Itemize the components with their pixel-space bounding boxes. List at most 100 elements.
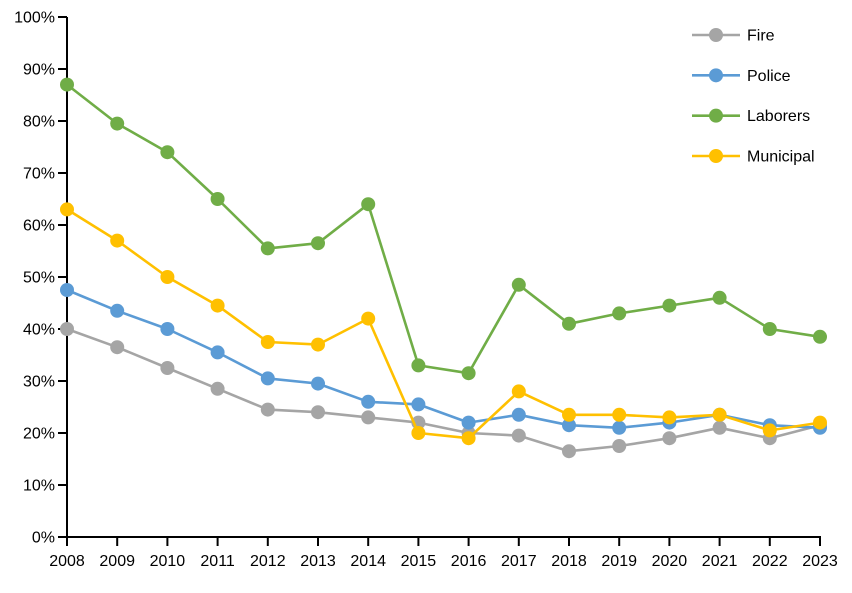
legend-marker-icon [709,108,723,123]
fire-data-point [160,361,175,375]
legend-marker-icon [709,68,723,83]
police-data-point [461,415,476,430]
y-axis-tick-label: 0% [32,530,55,547]
police-data-point [311,376,325,391]
police-data-point [361,394,376,409]
police-data-point [110,303,125,318]
y-axis-tick-label: 20% [23,426,55,443]
y-axis-tick-label: 80% [23,114,55,131]
laborers-data-point [361,197,376,212]
laborers-data-point [712,290,727,305]
fire-data-point [260,402,275,417]
y-axis-tick-label: 90% [23,62,55,79]
municipal-data-point [311,337,325,352]
laborers-data-point [511,277,526,292]
fire-data-point [562,444,576,459]
y-axis-tick-label: 70% [23,166,55,183]
municipal-data-point [411,426,426,440]
municipal-data-point [461,431,476,446]
laborers-data-point [60,77,74,92]
police-data-point [411,397,426,412]
municipal-data-point [361,311,376,326]
laborers-data-point [110,116,125,131]
x-axis-tick-label: 2020 [652,553,688,570]
x-axis-tick-label: 2018 [551,553,587,570]
municipal-data-point [60,202,74,217]
laborers-data-point [612,306,627,321]
x-axis-tick-label: 2022 [752,553,788,570]
municipal-data-point [260,335,275,349]
x-axis-tick-label: 2021 [702,553,738,570]
x-axis-tick-label: 2019 [601,553,637,570]
x-axis-tick-label: 2017 [501,553,537,570]
laborers-data-point [411,358,426,373]
police-data-point [612,420,627,435]
laborers-data-point [562,316,576,331]
municipal-data-point [160,270,175,284]
fire-data-point [210,381,225,396]
x-axis-tick-label: 2023 [802,553,838,570]
municipal-data-point [210,298,225,313]
x-axis-tick-label: 2014 [350,553,386,570]
laborers-data-point [813,329,827,344]
legend-label: Laborers [747,108,810,125]
x-axis-tick-label: 2010 [150,553,186,570]
fire-data-point [110,340,125,355]
police-data-point [160,322,175,336]
x-axis-tick-label: 2008 [49,553,85,570]
municipal-data-point [762,423,777,438]
legend-label: Fire [747,28,775,45]
legend-label: Police [747,68,791,85]
municipal-data-point [562,407,576,422]
fire-data-point [60,322,74,336]
legend: Fire Police Laborers Municipal [692,28,815,165]
laborers-data-point [160,145,175,160]
fire-data-point [511,428,526,443]
police-data-point [260,371,275,386]
fire-data-point [662,431,677,446]
y-axis-tick-label: 10% [23,478,55,495]
fire-data-point [361,410,376,425]
police-data-point [60,283,74,297]
fire-data-point [612,439,627,453]
series-line-fire [65,327,822,453]
y-axis-tick-label: 30% [23,374,55,391]
fire-data-point [712,420,727,435]
legend-item-laborers: Laborers [692,108,810,125]
fire-data-point [311,405,325,420]
laborers-data-point [762,322,777,336]
municipal-data-point [612,407,627,422]
x-axis-tick-label: 2009 [99,553,135,570]
series-line-municipal [65,208,822,440]
municipal-data-point [662,410,677,425]
legend-item-police: Police [692,68,791,85]
laborers-data-point [662,298,677,313]
police-data-point [562,418,576,433]
x-axis-tick-label: 2013 [300,553,336,570]
laborers-data-point [260,241,275,256]
police-data-point [210,345,225,360]
legend-marker-icon [709,28,723,42]
series-line-laborers [65,83,822,375]
y-axis-tick-label: 60% [23,218,55,235]
municipal-data-point [712,407,727,422]
laborers-data-point [461,366,476,381]
x-axis-tick-label: 2015 [401,553,437,570]
legend-item-municipal: Municipal [692,148,815,165]
laborers-data-point [311,236,325,251]
series-line-police [65,288,822,430]
y-axis-tick-label: 40% [23,322,55,339]
legend-marker-icon [709,148,723,163]
x-axis-tick-label: 2016 [451,553,487,570]
legend-label: Municipal [747,148,815,165]
municipal-data-point [813,415,827,430]
legend-item-fire: Fire [692,28,775,45]
x-axis-tick-label: 2011 [200,553,235,570]
laborers-data-point [210,192,225,206]
police-data-point [511,407,526,422]
municipal-data-point [110,233,125,248]
x-axis-tick-label: 2012 [250,553,286,570]
y-axis-tick-label: 100% [14,10,55,27]
